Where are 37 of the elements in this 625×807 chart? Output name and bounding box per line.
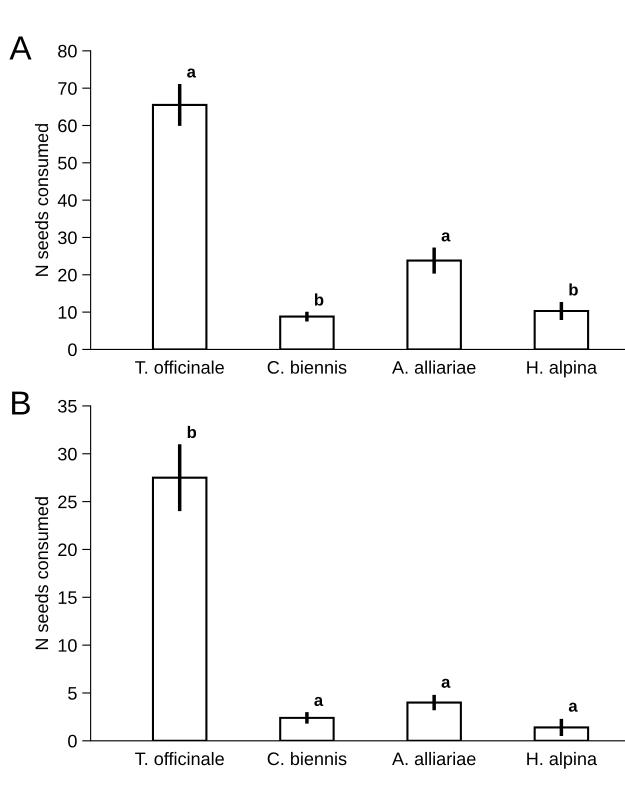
chart-title: B xyxy=(12,392,30,415)
y-tick-label: 5 xyxy=(68,687,77,700)
x-tick-label: T. officinale xyxy=(135,752,224,766)
annotation: a xyxy=(314,696,324,706)
x-tick-label: H. alpina xyxy=(527,752,598,769)
y-tick-label: 35 xyxy=(58,400,77,413)
y-tick-label: 30 xyxy=(58,448,77,460)
y-tick-label: 70 xyxy=(58,82,77,95)
annotation: a xyxy=(442,232,450,242)
y-tick-label: 20 xyxy=(58,543,77,556)
y-tick-label: 10 xyxy=(58,639,77,652)
y-tick-label: 10 xyxy=(58,306,77,319)
annotation: a xyxy=(187,68,196,78)
y-axis-title: N seeds consumed xyxy=(34,124,48,276)
y-tick-label: 80 xyxy=(58,44,77,58)
annotation: b xyxy=(314,293,324,306)
x-tick-label: H. alpina xyxy=(527,360,598,378)
annotation: a xyxy=(568,702,578,712)
y-tick-label: 15 xyxy=(58,591,77,604)
annotation: a xyxy=(442,678,450,688)
y-tick-label: 60 xyxy=(58,119,77,132)
y-tick-label: 50 xyxy=(58,156,77,170)
x-tick-label: C. biennis xyxy=(268,360,346,374)
y-tick-label: 40 xyxy=(58,194,77,207)
annotation: b xyxy=(188,426,196,438)
y-tick-label: 0 xyxy=(68,734,77,748)
x-tick-label: T. officinale xyxy=(135,360,224,374)
y-tick-label: 30 xyxy=(58,231,77,244)
x-tick-label: A. alliariae xyxy=(392,752,476,766)
y-tick-label: 25 xyxy=(58,496,77,508)
x-tick-label: A. alliariae xyxy=(392,360,476,374)
annotation: b xyxy=(569,283,578,296)
y-tick-label: 20 xyxy=(58,268,77,282)
chart-title: A xyxy=(9,36,32,60)
y-axis-title: N seeds consumed xyxy=(34,497,48,650)
y-tick-label: 0 xyxy=(68,343,77,356)
x-tick-label: C. biennis xyxy=(268,752,346,766)
